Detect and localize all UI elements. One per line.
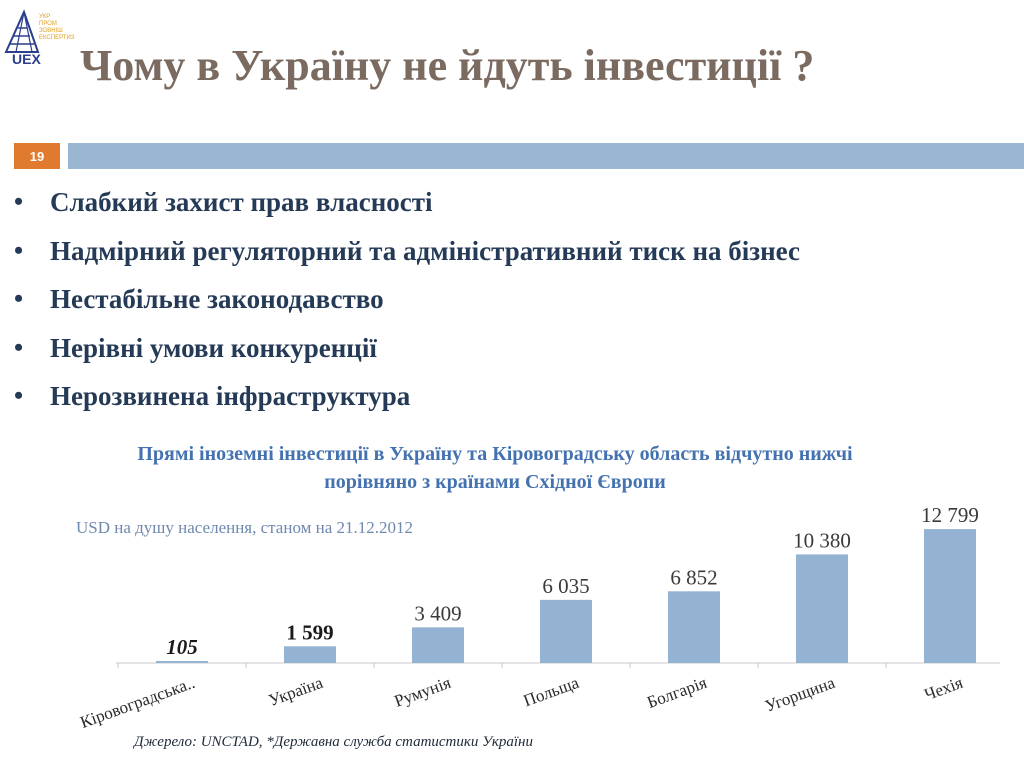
data-label: 6 035: [542, 574, 589, 598]
chart-subtitle: Прямі іноземні інвестиції в Україну та К…: [20, 440, 970, 496]
bar: [284, 646, 336, 663]
bullet-icon: •: [14, 187, 24, 216]
svg-text:ПРОМ: ПРОМ: [39, 21, 57, 27]
category-label: Україна: [266, 673, 326, 710]
bullet-item: • Нерівні умови конкуренції: [0, 326, 800, 375]
bullet-icon: •: [14, 235, 24, 265]
header-bar: 19: [0, 143, 1024, 169]
category-label: Болгарія: [645, 673, 710, 712]
data-label: 12 799: [921, 503, 979, 527]
category-label: Румунія: [392, 673, 454, 711]
category-label: Угорщина: [762, 673, 837, 716]
svg-text:ЗОВНІШ: ЗОВНІШ: [39, 28, 63, 34]
bullet-text: Нестабільне законодавство: [50, 284, 384, 314]
bar-chart: 105 Кіровоградська.. 1 599 Україна 3 409 Руму…: [78, 503, 1000, 732]
bullet-item: • Надмірний регуляторний та адміністратив…: [0, 229, 800, 278]
chart-unit-label: USD на душу населення, станом на 21.12.2…: [76, 518, 414, 537]
bullet-item: • Слабкий захист прав власності: [0, 180, 800, 229]
bullet-item: • Нерозвинена інфраструктура: [0, 374, 800, 423]
subtitle-line: порівняно з країнами Східної Європи: [324, 471, 666, 493]
category-label: Польща: [521, 673, 582, 711]
bar: [156, 661, 208, 663]
bullet-text: Надмірний регуляторний та адміністративн…: [50, 235, 800, 266]
bullet-list: • Слабкий захист прав власності • Надмірни…: [0, 180, 800, 423]
data-label: 3 409: [414, 601, 461, 625]
source-note: Джерело: UNCTAD, *Державна служба статис…: [134, 734, 534, 750]
bullet-text: Нерозвинена інфраструктура: [50, 381, 411, 411]
subtitle-line: Прямі іноземні інвестиції в Україну та К…: [137, 443, 853, 465]
bullet-icon: •: [14, 381, 24, 410]
bullet-text: Нерівні умови конкуренції: [50, 332, 377, 363]
header-strip: [68, 143, 1024, 169]
data-label: 6 852: [670, 565, 717, 589]
bar: [540, 599, 592, 663]
data-label: 10 380: [793, 528, 851, 552]
bar: [412, 627, 464, 663]
bullet-icon: •: [14, 284, 24, 313]
page-title: Чому в Україну не йдуть інвестиції ?: [80, 41, 815, 90]
bullet-text: Слабкий захист прав власності: [50, 187, 433, 217]
uex-logo: УКР ПРОМ ЗОВНІШ ЕКСПЕРТИЗА UEX: [2, 8, 78, 67]
data-label: 105: [166, 635, 198, 659]
category-label: Чехія: [922, 673, 966, 704]
logo-abbr: UEX: [12, 51, 41, 66]
category-label: Кіровоградська..: [78, 673, 198, 732]
bullet-item: • Нестабільне законодавство: [0, 277, 800, 326]
bar: [924, 529, 976, 663]
bullet-icon: •: [14, 332, 24, 362]
slide-number: 19: [14, 143, 60, 169]
logo-graphic: УКР ПРОМ ЗОВНІШ ЕКСПЕРТИЗА UEX: [4, 9, 78, 67]
bar: [668, 591, 720, 663]
svg-text:УКР: УКР: [39, 14, 50, 20]
data-label: 1 599: [286, 620, 333, 644]
bar: [796, 554, 848, 663]
svg-text:ЕКСПЕРТИЗА: ЕКСПЕРТИЗА: [39, 35, 74, 41]
